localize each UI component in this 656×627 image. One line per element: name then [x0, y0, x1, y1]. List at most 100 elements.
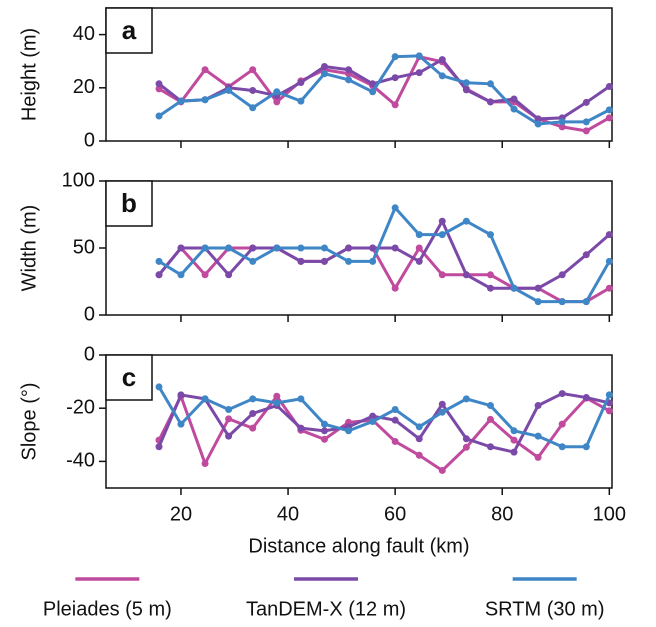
data-point — [486, 231, 494, 239]
x-tick-label: 20 — [170, 503, 192, 525]
data-point — [510, 427, 518, 435]
data-point — [177, 420, 185, 428]
data-point — [462, 86, 470, 94]
data-point — [605, 231, 613, 239]
data-point — [155, 85, 163, 93]
data-point — [297, 78, 305, 86]
data-point — [297, 395, 305, 403]
series-line — [158, 57, 611, 121]
data-point — [462, 395, 470, 403]
data-point — [558, 123, 566, 131]
data-point — [582, 394, 590, 402]
y-tick-label: 20 — [73, 76, 95, 98]
series-line — [157, 386, 611, 449]
data-point — [177, 97, 185, 105]
data-point — [534, 402, 542, 410]
data-point — [510, 284, 518, 292]
data-point — [510, 105, 518, 113]
data-point — [582, 127, 590, 135]
data-point — [225, 406, 233, 414]
y-tick-label: 0 — [84, 129, 95, 151]
panel-label-box — [105, 180, 153, 227]
data-point — [534, 298, 542, 306]
data-point — [320, 420, 328, 428]
data-point — [155, 271, 163, 279]
data-point — [155, 443, 163, 451]
data-point — [320, 70, 328, 78]
y-tick-label: 0 — [84, 343, 95, 365]
legend-label: TanDEM-X (12 m) — [246, 598, 406, 620]
data-point — [249, 395, 257, 403]
data-point — [510, 95, 518, 103]
data-point — [391, 284, 399, 292]
data-point — [155, 257, 163, 265]
data-point — [320, 63, 328, 71]
data-point — [605, 284, 613, 292]
legend-label: SRTM (30 m) — [485, 598, 605, 620]
data-point — [155, 383, 163, 391]
data-point — [558, 390, 566, 398]
data-point — [177, 391, 185, 399]
data-point — [249, 66, 257, 74]
data-point — [534, 453, 542, 461]
y-tick-label: 0 — [84, 303, 95, 325]
data-point — [462, 79, 470, 87]
data-point — [558, 298, 566, 306]
data-point — [249, 424, 257, 432]
data-point — [369, 257, 377, 265]
data-point — [369, 418, 377, 425]
data-point — [273, 244, 281, 252]
data-point — [320, 257, 328, 265]
series-line — [158, 205, 611, 304]
x-tick-label: 100 — [593, 503, 626, 525]
data-point — [391, 74, 399, 82]
data-point — [438, 56, 446, 64]
data-point — [438, 217, 446, 225]
data-point — [582, 298, 590, 306]
data-point — [415, 435, 423, 443]
data-point — [225, 432, 233, 440]
data-point — [605, 82, 613, 90]
data-point — [391, 204, 399, 212]
data-point — [225, 271, 233, 279]
data-point — [486, 271, 494, 279]
y-axis-label: Width (m) — [18, 205, 40, 292]
plot-frame — [105, 354, 613, 489]
data-point — [201, 395, 209, 403]
data-point — [486, 80, 494, 88]
data-point — [225, 415, 233, 423]
data-point — [391, 244, 399, 252]
data-point — [605, 257, 613, 265]
data-point — [201, 460, 209, 468]
data-point — [273, 399, 281, 407]
data-point — [297, 424, 305, 432]
data-point — [558, 118, 566, 126]
data-point — [534, 115, 542, 123]
data-point — [155, 80, 163, 88]
data-point — [155, 112, 163, 120]
x-tick-label: 40 — [277, 503, 299, 525]
series-line — [158, 54, 611, 126]
data-point — [369, 412, 377, 420]
data-point — [558, 271, 566, 279]
data-point — [201, 271, 209, 279]
data-point — [415, 69, 423, 77]
data-point — [297, 257, 305, 265]
data-point — [273, 98, 281, 106]
data-point — [486, 402, 494, 410]
data-point — [391, 101, 399, 109]
data-point — [582, 251, 590, 259]
data-point — [486, 284, 494, 292]
data-point — [486, 415, 494, 423]
data-point — [201, 244, 209, 252]
y-axis-label: Height (m) — [18, 28, 40, 121]
data-point — [605, 407, 613, 415]
data-point — [415, 231, 423, 239]
data-point — [249, 86, 257, 94]
data-point — [225, 86, 233, 94]
panel-label-box — [105, 354, 153, 401]
data-point — [582, 98, 590, 106]
data-point — [320, 427, 328, 435]
